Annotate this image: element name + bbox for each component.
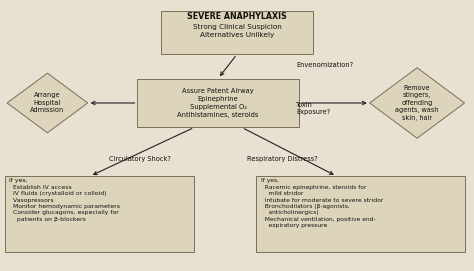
FancyBboxPatch shape	[137, 79, 299, 127]
Text: Remove
stingers,
offending
agents, wash
skin, hair: Remove stingers, offending agents, wash …	[395, 85, 439, 121]
Text: Assure Patent Airway
Epinephrine
Supplemental O₂
Antihistamines, steroids: Assure Patent Airway Epinephrine Supplem…	[177, 88, 259, 118]
Text: If yes,
  Racemic epinephrine, steroids for
    mild stridor
  Intubate for mode: If yes, Racemic epinephrine, steroids fo…	[261, 178, 383, 228]
Polygon shape	[7, 73, 88, 133]
Text: Respiratory Distress?: Respiratory Distress?	[246, 156, 318, 162]
Polygon shape	[370, 68, 465, 138]
Text: If yes,
  Establish IV access
  IV fluids (crystalloid or colloid)
  Vasopressor: If yes, Establish IV access IV fluids (c…	[9, 178, 120, 222]
Text: Strong Clinical Suspicion
Alternatives Unlikely: Strong Clinical Suspicion Alternatives U…	[192, 24, 282, 38]
Text: Toxin
Exposure?: Toxin Exposure?	[296, 102, 330, 115]
Text: Arrange
Hospital
Admission: Arrange Hospital Admission	[30, 92, 64, 114]
Text: Circulatory Shock?: Circulatory Shock?	[109, 156, 171, 162]
Text: SEVERE ANAPHYLAXIS: SEVERE ANAPHYLAXIS	[187, 12, 287, 21]
FancyBboxPatch shape	[161, 11, 313, 54]
FancyBboxPatch shape	[256, 176, 465, 252]
FancyBboxPatch shape	[5, 176, 194, 252]
Text: Envenomization?: Envenomization?	[296, 62, 354, 68]
